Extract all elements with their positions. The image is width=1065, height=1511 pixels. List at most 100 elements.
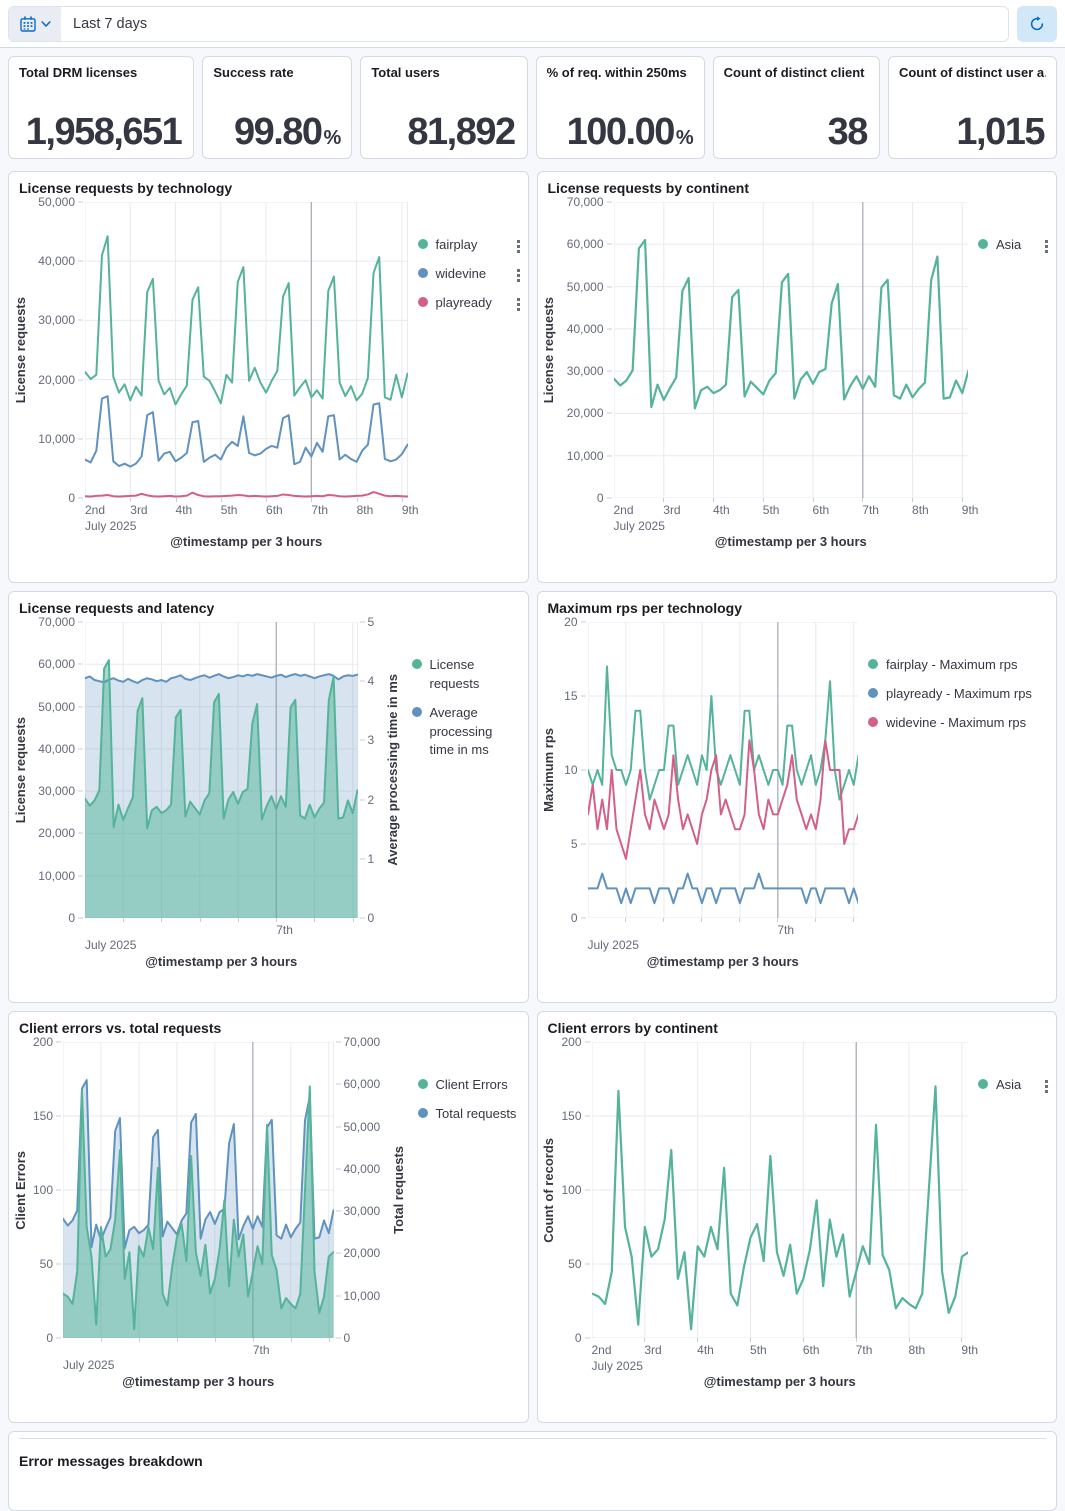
axis-tick-label: 0 bbox=[596, 491, 604, 505]
legend-color-dot bbox=[417, 239, 428, 249]
legend-label: playready - Maximum rps bbox=[886, 685, 1032, 701]
x-axis-title: @timestamp per 3 hours bbox=[714, 534, 867, 549]
x-axis-tick-label: 3rd bbox=[644, 1343, 662, 1357]
y-axis-label: License requests bbox=[12, 296, 28, 404]
metric-value: 1,958,651 bbox=[25, 111, 183, 153]
legend-menu-icon[interactable] bbox=[1045, 236, 1048, 253]
legend-item-total-requests[interactable]: Total requests bbox=[417, 1105, 520, 1124]
panel-license-requests-by-technology: License requests by technology License r… bbox=[8, 171, 529, 583]
axis-tick-label: 30,000 bbox=[343, 1204, 381, 1219]
axis-tick-label: 30,000 bbox=[38, 784, 75, 799]
legend-item-fairplay[interactable]: fairplay bbox=[417, 236, 520, 255]
legend-color-dot bbox=[417, 1107, 428, 1118]
plot-area[interactable] bbox=[588, 622, 859, 918]
date-range-display[interactable]: Last 7 days bbox=[73, 15, 148, 32]
legend-item-playready-maximum-rps[interactable]: playready - Maximum rps bbox=[868, 685, 1048, 704]
y-axis-ticks: 0 5 10 15 20 bbox=[558, 615, 588, 925]
axis-tick-label: 3 bbox=[367, 733, 375, 748]
chart-body: Client Errors 0 50 100 150 200 0 10,000 20,000 30… bbox=[9, 1035, 528, 1389]
metric-total-users: Total users 81,892 bbox=[360, 56, 528, 159]
metric-total-drm-licenses: Total DRM licenses 1,958,651 bbox=[8, 56, 195, 159]
axis-tick-label: 0 bbox=[46, 1331, 53, 1345]
panel-title: Error messages breakdown bbox=[19, 1453, 203, 1469]
axis-tick-label: 50,000 bbox=[38, 195, 75, 209]
x-axis-ticks: July 2025 7th bbox=[588, 918, 859, 952]
legend-menu-icon[interactable] bbox=[516, 294, 520, 311]
chart-title: License requests and latency bbox=[19, 600, 215, 616]
axis-tick-label: 20,000 bbox=[38, 372, 75, 387]
axis-tick-label: 60,000 bbox=[343, 1077, 381, 1092]
axis-tick-label: 50 bbox=[39, 1257, 53, 1271]
legend-menu-icon[interactable] bbox=[516, 236, 520, 253]
plot-area[interactable] bbox=[85, 622, 358, 918]
legend-item-widevine[interactable]: widevine bbox=[417, 265, 520, 284]
plot-area[interactable] bbox=[85, 202, 408, 498]
legend-item-asia[interactable]: Asia bbox=[978, 236, 1048, 255]
axis-tick-label: 0 bbox=[343, 1331, 351, 1345]
y-axis-label: License requests bbox=[541, 296, 556, 404]
axis-tick-label: 30,000 bbox=[38, 313, 75, 328]
x-axis-tick-label: 7th bbox=[855, 1343, 873, 1357]
x-axis-tick-label: 2nd July 2025 bbox=[591, 1343, 643, 1373]
legend-label: License requests bbox=[429, 657, 480, 691]
x-axis-ticks: 2nd July 2025 3rd 4th 5th 6th 7th 8th 9th bbox=[591, 1338, 978, 1373]
axis-tick-label: 1 bbox=[367, 851, 375, 866]
axis-tick-label: 100 bbox=[561, 1183, 582, 1197]
y-axis-ticks: 0 10,000 20,000 30,000 40,000 50,000 60,000 70,… bbox=[334, 1035, 390, 1345]
x-axis-ticks: July 2025 7th bbox=[85, 918, 358, 952]
x-axis-tick-label: July 2025 bbox=[63, 1358, 115, 1372]
plot-area[interactable] bbox=[614, 202, 969, 498]
charts-grid: License requests by technology License r… bbox=[8, 171, 1057, 1423]
legend-color-dot bbox=[411, 706, 422, 717]
axis-tick-label: 40,000 bbox=[38, 741, 75, 756]
x-axis-tick-label: 5th bbox=[762, 503, 780, 517]
legend: fairplay - Maximum rps playready - Maximu… bbox=[858, 622, 1048, 743]
axis-tick-label: 10,000 bbox=[38, 868, 75, 883]
x-axis-tick-label: 3rd bbox=[130, 503, 148, 517]
legend-item-license-requests[interactable]: License requests bbox=[411, 656, 520, 694]
legend-menu-icon[interactable] bbox=[1045, 1076, 1048, 1093]
legend-menu-icon[interactable] bbox=[516, 265, 520, 282]
legend-color-dot bbox=[978, 1079, 988, 1089]
legend-color-dot bbox=[868, 716, 878, 727]
chart-body: License requests 0 10,000 20,000 30,000 40,00… bbox=[9, 615, 528, 969]
x-axis-ticks: 2nd July 2025 3rd 4th 5th 6th 7th 8th 9th bbox=[85, 498, 419, 533]
legend-item-client-errors[interactable]: Client Errors bbox=[417, 1076, 520, 1095]
legend-item-fairplay-maximum-rps[interactable]: fairplay - Maximum rps bbox=[868, 656, 1048, 675]
x-axis-tick-label: 4th bbox=[175, 503, 193, 517]
legend-label: fairplay bbox=[435, 237, 478, 252]
x-axis-ticks: July 2025 7th bbox=[63, 1338, 334, 1372]
axis-tick-label: 20,000 bbox=[38, 826, 75, 841]
legend-color-dot bbox=[411, 659, 422, 669]
metric-distinct-client-ips: Count of distinct client I… 38 bbox=[712, 56, 880, 159]
axis-tick-label: 5 bbox=[367, 615, 375, 629]
y-axis-label-right: Total requests bbox=[391, 1146, 406, 1234]
legend-item-asia[interactable]: Asia bbox=[978, 1076, 1048, 1095]
axis-tick-label: 10 bbox=[564, 763, 578, 777]
legend-item-average-processing-time-in-ms[interactable]: Average processing time in ms bbox=[411, 704, 520, 761]
chart-body: License requests 0 10,000 20,000 30,000 40,00… bbox=[538, 195, 1057, 549]
legend-color-dot bbox=[868, 659, 878, 669]
x-axis-tick-label: July 2025 bbox=[587, 938, 639, 952]
axis-tick-label: 40,000 bbox=[38, 254, 75, 269]
legend-item-playready[interactable]: playready bbox=[417, 294, 520, 313]
y-axis-ticks: 0 10,000 20,000 30,000 40,000 50,000 bbox=[29, 195, 85, 505]
metric-title: Count of distinct client I… bbox=[723, 65, 869, 80]
legend-item-widevine-maximum-rps[interactable]: widevine - Maximum rps bbox=[868, 714, 1048, 733]
legend: License requests Average processing time … bbox=[402, 622, 520, 770]
legend-label: Total requests bbox=[435, 1105, 517, 1121]
x-axis-tick-label: 4th bbox=[713, 503, 730, 517]
metrics-row: Total DRM licenses 1,958,651 Success rat… bbox=[8, 56, 1057, 159]
plot-area[interactable] bbox=[592, 1042, 969, 1338]
refresh-button[interactable] bbox=[1017, 5, 1057, 42]
x-axis-tick-label: 2nd July 2025 bbox=[85, 503, 137, 533]
metric-success-rate: Success rate 99.80% bbox=[202, 56, 353, 159]
metric-title: Count of distinct user a… bbox=[898, 65, 1046, 80]
axis-tick-label: 15 bbox=[564, 689, 578, 703]
chevron-down-icon bbox=[40, 20, 51, 28]
date-picker-calendar-button[interactable] bbox=[9, 6, 61, 41]
section-divider bbox=[19, 1438, 1046, 1439]
legend-label: Asia bbox=[996, 237, 1022, 252]
plot-area[interactable] bbox=[63, 1042, 334, 1338]
y-axis-ticks: 0 50 100 150 200 bbox=[29, 1035, 63, 1345]
